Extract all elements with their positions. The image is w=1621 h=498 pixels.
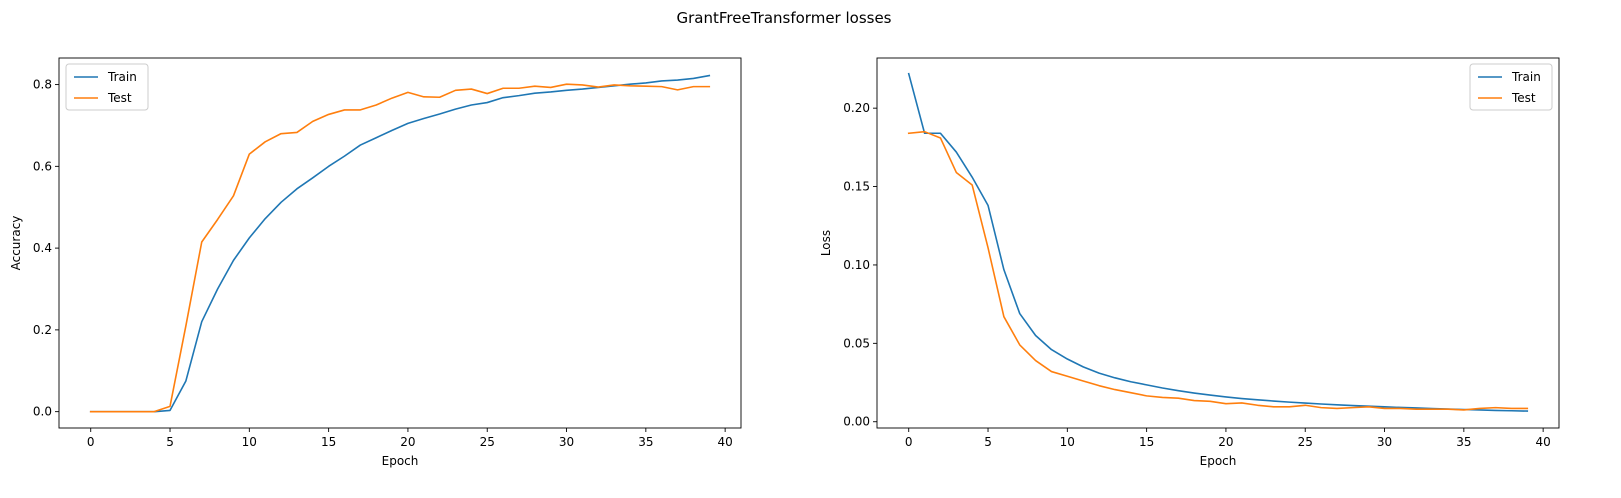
- x-tick-label: 0: [87, 435, 95, 449]
- y-tick-label: 0.4: [33, 241, 52, 255]
- x-tick-label: 35: [1456, 435, 1471, 449]
- series-line-test: [89, 83, 711, 413]
- x-axis-label: Epoch: [382, 454, 419, 468]
- axes-frame: [58, 57, 742, 429]
- y-tick-label: 0.05: [843, 336, 870, 350]
- x-tick-label: 30: [1377, 435, 1392, 449]
- y-tick-label: 0.00: [843, 415, 870, 429]
- y-tick-label: 0.2: [33, 323, 52, 337]
- legend-label-train: Train: [1511, 70, 1541, 84]
- legend: Train Test: [1469, 63, 1553, 111]
- legend-label-test: Test: [1511, 91, 1536, 105]
- x-tick-label: 15: [1139, 435, 1154, 449]
- y-tick-label: 0.0: [33, 405, 52, 419]
- legend-label-train: Train: [107, 70, 137, 84]
- x-tick-label: 25: [480, 435, 495, 449]
- x-tick-label: 25: [1298, 435, 1313, 449]
- x-axis-label: Epoch: [1200, 454, 1237, 468]
- series-line-train: [89, 74, 711, 413]
- loss-chart: 0 5 10 15 20 25 30 35 40 0.00 0.05 0.10 0.15 0.20 Epoc…: [819, 57, 1560, 468]
- figure-suptitle: GrantFreeTransformer losses: [677, 9, 892, 27]
- series-line-test: [907, 130, 1529, 411]
- legend: Train Test: [65, 63, 149, 111]
- x-tick-label: 40: [717, 435, 732, 449]
- series-line-train: [907, 72, 1529, 412]
- x-tick-label: 5: [984, 435, 992, 449]
- y-axis-label: Accuracy: [9, 216, 23, 271]
- y-axis-label: Loss: [819, 230, 833, 256]
- x-tick-label: 15: [321, 435, 336, 449]
- legend-label-test: Test: [107, 91, 132, 105]
- x-tick-label: 0: [905, 435, 913, 449]
- y-tick-label: 0.10: [843, 258, 870, 272]
- y-tick-label: 0.8: [33, 78, 52, 92]
- x-tick-label: 10: [242, 435, 257, 449]
- x-tick-label: 30: [559, 435, 574, 449]
- x-tick-label: 10: [1060, 435, 1075, 449]
- axes-frame: [876, 57, 1560, 429]
- x-tick-label: 35: [638, 435, 653, 449]
- accuracy-chart: 0 5 10 15 20 25 30 35 40 0.0 0.2 0.4 0.6 0.8 Epoch Accu…: [9, 57, 742, 468]
- x-tick-label: 40: [1535, 435, 1550, 449]
- y-tick-label: 0.6: [33, 159, 52, 173]
- y-tick-label: 0.20: [843, 101, 870, 115]
- y-tick-label: 0.15: [843, 180, 870, 194]
- x-tick-label: 20: [1218, 435, 1233, 449]
- x-tick-label: 5: [166, 435, 174, 449]
- x-tick-label: 20: [400, 435, 415, 449]
